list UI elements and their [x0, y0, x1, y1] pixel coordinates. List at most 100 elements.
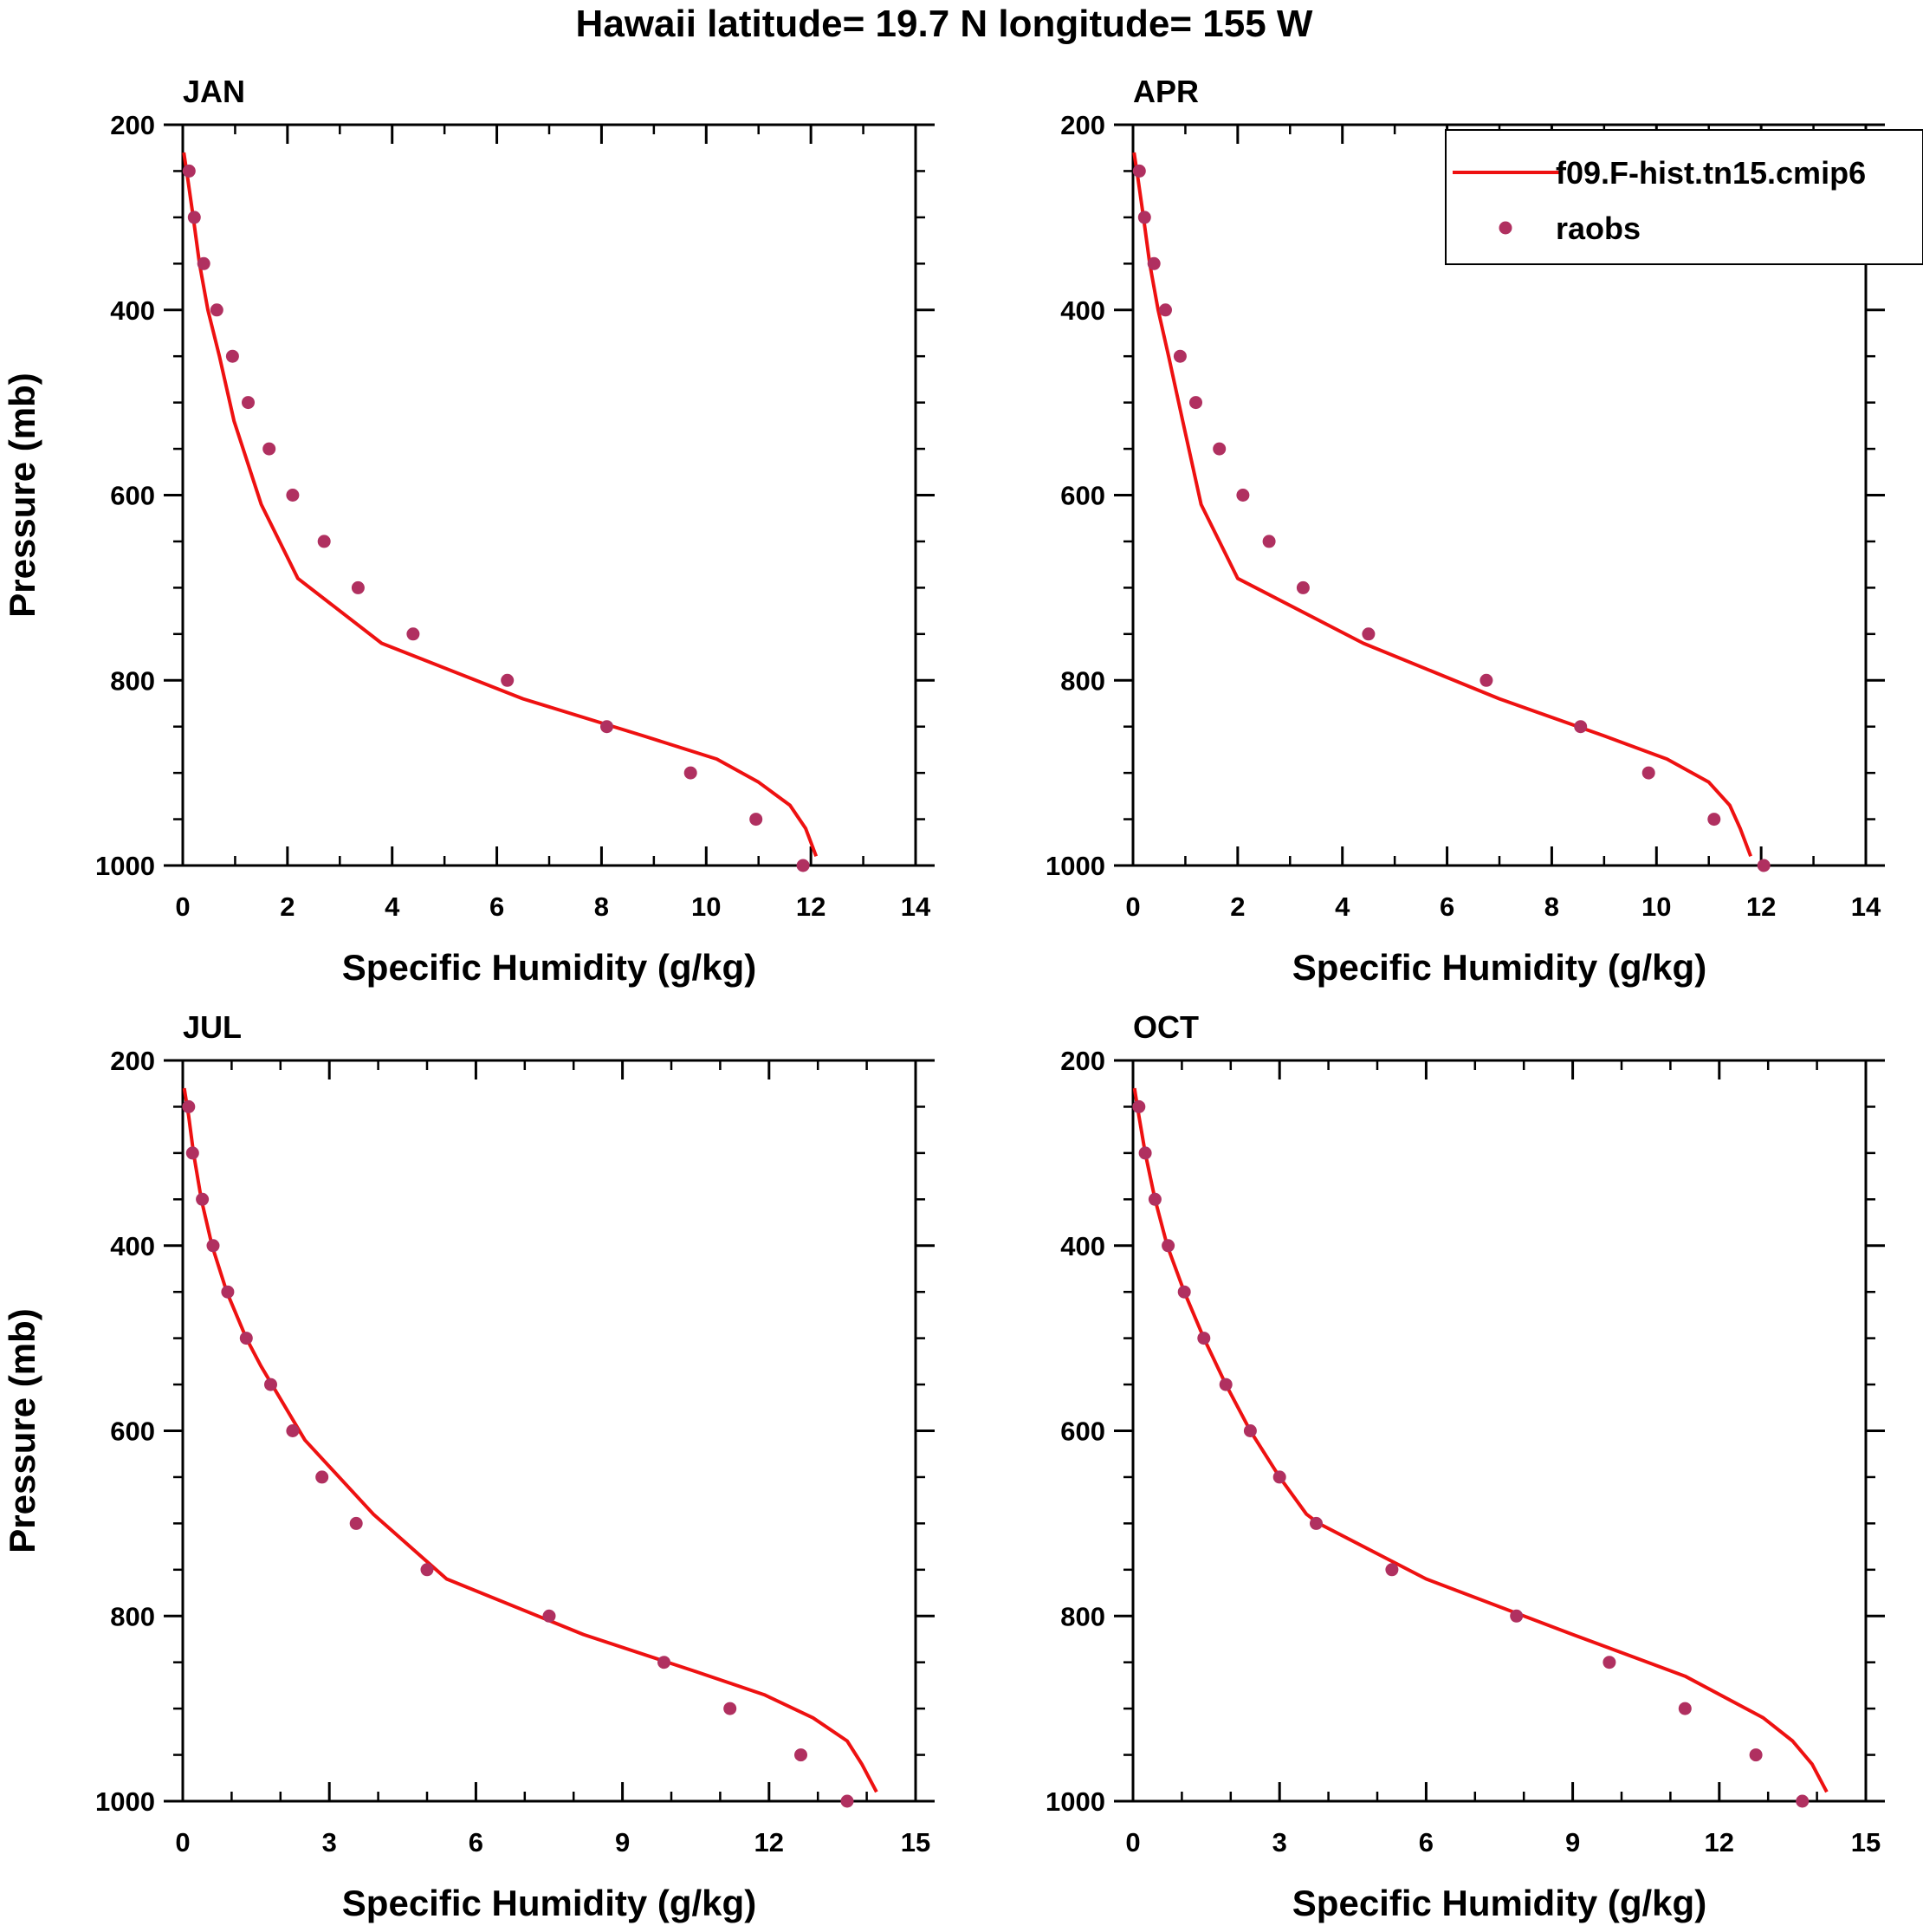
model-series-line [1132, 152, 1752, 858]
raobs-point [1177, 1285, 1191, 1299]
legend: f09.F-hist.tn15.cmip6 raobs [1445, 129, 1923, 265]
raobs-point [723, 1702, 737, 1715]
raobs-point [185, 1146, 199, 1160]
raobs-point [351, 580, 365, 594]
x-tick-label: 12 [1705, 1827, 1734, 1857]
x-tick-label: 8 [1544, 891, 1559, 922]
y-tick-label: 200 [110, 110, 155, 140]
panel-jan: JAN 0 2 4 6 8 10 12 14 200 400 600 800 1000 Specific H… [2, 74, 935, 988]
raobs-point [197, 256, 210, 270]
y-tick-label: 800 [1060, 665, 1105, 696]
model-series-line [1132, 1087, 1829, 1793]
x-axis-title: Specific Humidity (g/kg) [342, 947, 756, 988]
raobs-point [1262, 535, 1276, 548]
raobs-point [1138, 1146, 1152, 1160]
y-tick-label: 800 [110, 1601, 155, 1631]
raobs-point [1159, 303, 1172, 317]
raobs-point [1602, 1656, 1616, 1669]
raobs-point [1213, 442, 1227, 456]
x-tick-label: 8 [594, 891, 609, 922]
raobs-point [242, 396, 255, 410]
raobs-point [1243, 1424, 1257, 1437]
x-tick-label: 6 [1419, 1827, 1434, 1857]
y-tick-label: 400 [110, 295, 155, 326]
x-tick-label: 15 [1851, 1827, 1881, 1857]
x-tick-label: 3 [322, 1827, 337, 1857]
x-tick-label: 0 [1125, 891, 1140, 922]
raobs-point [1272, 1470, 1286, 1484]
model-series-line [182, 1087, 878, 1793]
panel-apr: APR 0 2 4 6 8 10 12 14 200 400 600 800 1000 Specific H… [1046, 74, 1885, 988]
raobs-point [1148, 1192, 1162, 1206]
raobs-point [683, 766, 697, 780]
panel-oct: OCT 0 3 6 9 12 15 200 400 600 800 1000 Specific Humi… [1046, 1009, 1885, 1923]
y-tick-label: 800 [1060, 1601, 1105, 1631]
y-tick-label: 600 [1060, 1417, 1105, 1447]
raobs-point [315, 1470, 329, 1484]
raobs-point [286, 1424, 300, 1437]
x-tick-label: 14 [901, 891, 931, 922]
panel-label: JAN [183, 74, 245, 109]
raobs-point [1385, 1563, 1399, 1577]
raobs-point [349, 1516, 363, 1530]
raobs-point [1219, 1378, 1233, 1391]
raobs-point [600, 720, 613, 734]
x-axis-title: Specific Humidity (g/kg) [1292, 947, 1706, 988]
x-axis-title: Specific Humidity (g/kg) [1292, 1883, 1706, 1923]
x-tick-label: 6 [489, 891, 504, 922]
raobs-point [1132, 1099, 1146, 1113]
y-tick-label: 400 [110, 1231, 155, 1261]
raobs-point [1296, 580, 1310, 594]
raobs-point [657, 1656, 670, 1669]
raobs-point [1678, 1702, 1692, 1715]
legend-box [1445, 129, 1923, 265]
y-tick-label: 200 [110, 1046, 155, 1076]
raobs-point [406, 627, 420, 641]
x-tick-label: 4 [1335, 891, 1350, 922]
raobs-point [1189, 396, 1202, 410]
y-tick-label: 1000 [1046, 851, 1105, 881]
y-axis-title: Pressure (mb) [2, 1308, 42, 1553]
x-tick-label: 6 [1440, 891, 1454, 922]
x-tick-label: 12 [754, 1827, 784, 1857]
raobs-point [1147, 256, 1161, 270]
figure-title: Hawaii latitude= 19.7 N longitude= 155 W [576, 3, 1313, 45]
raobs-point [1362, 627, 1376, 641]
raobs-point [1510, 1609, 1524, 1623]
raobs-point [225, 349, 239, 363]
y-tick-label: 600 [1060, 481, 1105, 511]
x-tick-label: 2 [1230, 891, 1245, 922]
raobs-point [187, 211, 201, 224]
x-tick-label: 0 [175, 891, 190, 922]
panel-jul: JUL 0 3 6 9 12 15 200 400 600 800 1000 Specific Humi… [2, 1009, 935, 1923]
raobs-point [1479, 673, 1493, 687]
y-tick-label: 1000 [95, 1786, 155, 1817]
raobs-point [182, 1099, 196, 1113]
raobs-point [206, 1239, 220, 1253]
panel-label: OCT [1133, 1009, 1199, 1045]
x-tick-label: 9 [1565, 1827, 1580, 1857]
raobs-point [1757, 859, 1771, 872]
y-tick-label: 600 [110, 1417, 155, 1447]
raobs-point [1749, 1748, 1763, 1762]
raobs-point [196, 1192, 210, 1206]
plot-frame [1131, 1059, 1868, 1803]
legend-obs-swatch [1499, 221, 1512, 235]
x-tick-label: 10 [691, 891, 721, 922]
y-tick-label: 1000 [1046, 1786, 1105, 1817]
raobs-point [796, 859, 810, 872]
raobs-point [182, 164, 196, 178]
legend-obs-label: raobs [1556, 211, 1641, 246]
y-tick-label: 200 [1060, 110, 1105, 140]
raobs-point [317, 535, 331, 548]
raobs-point [1310, 1516, 1323, 1530]
x-tick-label: 9 [615, 1827, 630, 1857]
y-tick-label: 400 [1060, 295, 1105, 326]
y-axis-title: Pressure (mb) [2, 373, 42, 617]
x-tick-label: 2 [280, 891, 295, 922]
raobs-point [1707, 813, 1721, 827]
raobs-point [542, 1609, 556, 1623]
x-tick-label: 0 [1125, 1827, 1140, 1857]
x-tick-label: 4 [385, 891, 400, 922]
